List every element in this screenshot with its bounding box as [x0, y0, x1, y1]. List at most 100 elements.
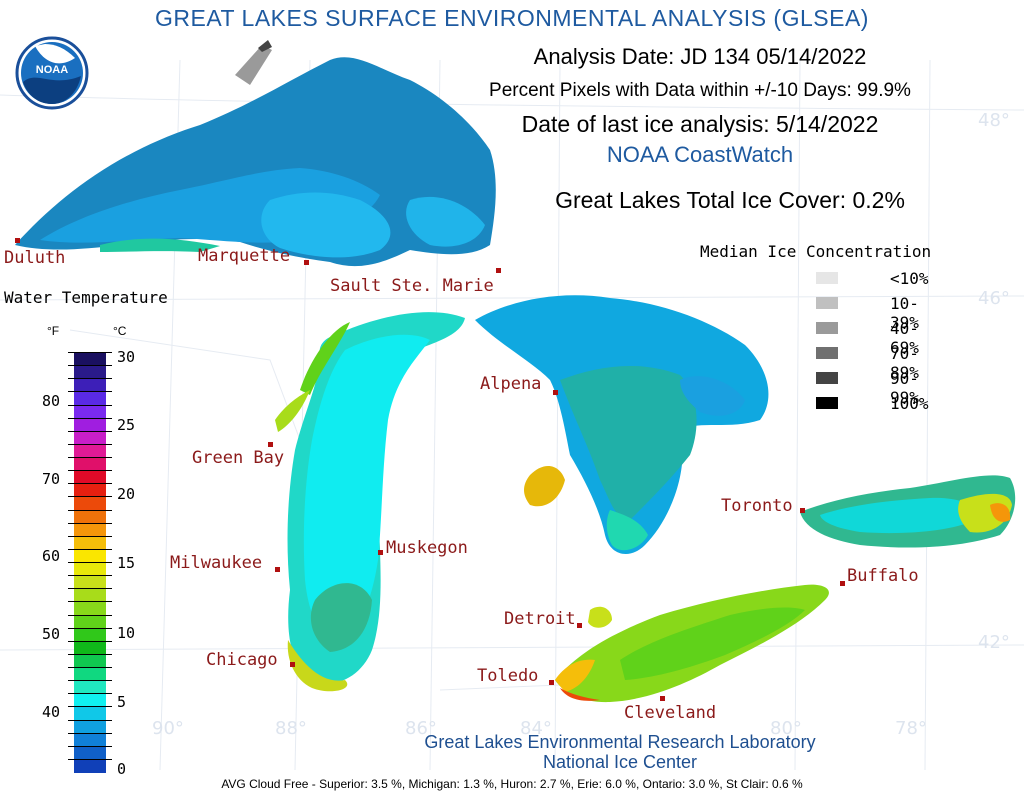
colorbar-step [74, 548, 106, 563]
colorbar-tick [68, 522, 112, 524]
city-label-alpena: Alpena [480, 374, 542, 394]
f-tick-60: 60 [42, 547, 61, 565]
marker-duluth [15, 238, 20, 243]
colorbar-step [74, 535, 106, 550]
ice-label-5: 100% [890, 394, 929, 413]
lat-label-42: 42° [978, 632, 1010, 653]
ice-label-0: <10% [890, 269, 929, 288]
temperature-colorbar [68, 352, 112, 773]
marker-muskegon [378, 550, 383, 555]
last-ice-analysis: Date of last ice analysis: 5/14/2022 [521, 111, 879, 137]
unit-celsius: °C [113, 324, 127, 338]
colorbar-tick [68, 443, 112, 445]
colorbar-step [74, 732, 106, 747]
colorbar-step [74, 601, 106, 615]
city-label-buffalo: Buffalo [847, 566, 919, 586]
colorbar-step [74, 430, 106, 445]
city-label-marquette: Marquette [198, 246, 291, 266]
city-label-toledo: Toledo [477, 666, 539, 686]
ice-swatch-4 [816, 372, 838, 384]
marker-buffalo [840, 581, 845, 586]
marker-alpena [553, 390, 558, 395]
colorbar-tick [68, 680, 112, 682]
colorbar-tick [68, 548, 112, 550]
colorbar-tick [68, 352, 112, 353]
f-tick-70: 70 [42, 470, 61, 488]
colorbar-step [74, 614, 106, 629]
colorbar-tick [68, 496, 112, 498]
lon-label-80: 80° [770, 718, 802, 739]
lake-superior [15, 40, 496, 267]
colorbar-step [74, 378, 106, 392]
city-label-milwaukee: Milwaukee [170, 553, 263, 573]
colorbar-step [74, 627, 106, 642]
f-tick-50: 50 [42, 625, 61, 643]
colorbar-tick [68, 404, 112, 406]
water-temp-title: Water Temperature [4, 288, 168, 307]
ice-label-3: 70-89% [890, 344, 919, 382]
colorbar-tick [68, 365, 112, 367]
unit-fahrenheit: °F [47, 324, 60, 338]
colorbar-tick [68, 378, 112, 380]
colorbar-step [74, 352, 106, 366]
c-tick-15: 15 [117, 554, 136, 572]
colorbar-tick [68, 562, 112, 563]
marker-milwaukee [275, 567, 280, 572]
city-label-muskegon: Muskegon [386, 538, 468, 558]
colorbar-tick [68, 575, 112, 577]
colorbar-tick [68, 693, 112, 695]
colorbar-step [74, 588, 106, 602]
colorbar-step [74, 365, 106, 379]
f-tick-40: 40 [42, 703, 61, 721]
colorbar-step [74, 457, 106, 471]
colorbar-tick [68, 640, 112, 642]
c-tick-20: 20 [117, 485, 136, 503]
ice-swatch-3 [816, 347, 838, 359]
colorbar-step [74, 417, 106, 432]
city-label-detroit: Detroit [504, 609, 576, 629]
city-label-cleveland: Cleveland [624, 703, 717, 723]
colorbar-step [74, 522, 106, 537]
marker-toledo [549, 680, 554, 685]
colorbar-step [74, 470, 106, 484]
city-label-toronto: Toronto [721, 496, 793, 516]
colorbar-step [74, 562, 106, 576]
c-tick-25: 25 [117, 416, 136, 434]
lon-label-78: 78° [895, 718, 927, 739]
city-label-green-bay: Green Bay [192, 448, 285, 468]
colorbar-tick [68, 457, 112, 458]
marker-chicago [290, 662, 295, 667]
c-tick-10: 10 [117, 624, 136, 642]
colorbar-step [74, 745, 106, 760]
colorbar-tick [68, 732, 112, 734]
ice-swatch-2 [816, 322, 838, 334]
colorbar-tick [68, 667, 112, 668]
lat-label-46: 46° [978, 288, 1010, 309]
city-label-duluth: Duluth [4, 248, 66, 268]
colorbar-tick [68, 614, 112, 616]
source-label: NOAA CoastWatch [606, 142, 794, 167]
colorbar-step [74, 693, 106, 707]
ice-swatch-1 [816, 297, 838, 309]
colorbar-step [74, 667, 106, 681]
colorbar-tick [68, 417, 112, 419]
marker-detroit [577, 623, 582, 628]
lat-label-48: 48° [978, 110, 1010, 131]
colorbar-step [74, 509, 106, 524]
c-tick-0: 0 [117, 760, 127, 778]
colorbar-tick [68, 627, 112, 629]
ice-label-1: 10-39% [890, 294, 919, 332]
colorbar-tick [68, 509, 112, 511]
lake-huron [475, 295, 769, 555]
ice-swatch-0 [816, 272, 838, 284]
colorbar-tick [68, 430, 112, 432]
colorbar-tick [68, 470, 112, 472]
noaa-logo-text: NOAA [35, 64, 69, 76]
c-tick-5: 5 [117, 693, 127, 711]
total-ice-cover: Great Lakes Total Ice Cover: 0.2% [555, 187, 905, 213]
city-label-chicago: Chicago [206, 650, 278, 670]
lon-label-88: 88° [275, 718, 307, 739]
lake-ontario [800, 475, 1016, 548]
cloud-free-stats: AVG Cloud Free - Superior: 3.5 %, Michig… [221, 777, 803, 791]
colorbar-step [74, 496, 106, 510]
